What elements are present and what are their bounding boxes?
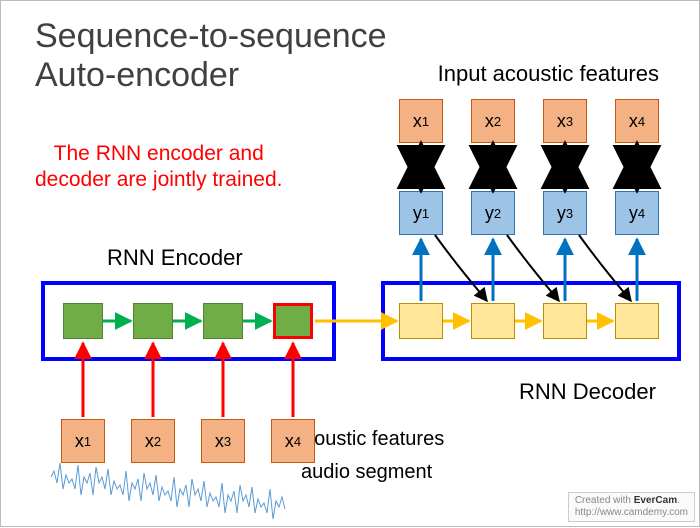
y-state-1: y1 (399, 191, 443, 235)
decoder-cell-1 (399, 303, 443, 339)
note-line-2: decoder are jointly trained. (35, 168, 282, 191)
y-state-4: y4 (615, 191, 659, 235)
encoder-cell-2 (133, 303, 173, 339)
training-note: The RNN encoder and decoder are jointly … (35, 141, 282, 194)
x-output-2: x2 (471, 99, 515, 143)
x-input-3: x3 (201, 419, 245, 463)
audio-segment-label: audio segment (301, 461, 432, 484)
title-line-2: Auto-encoder (35, 56, 239, 94)
decoder-cell-2 (471, 303, 515, 339)
encoder-cell-1 (63, 303, 103, 339)
x-input-1: x1 (61, 419, 105, 463)
x-input-4: x4 (271, 419, 315, 463)
input-features-label: Input acoustic features (438, 61, 659, 87)
acoustic-features-label: acoustic features (293, 428, 444, 451)
decoder-label: RNN Decoder (519, 379, 656, 405)
credit-box: Created with EverCam. http://www.camdemy… (568, 492, 695, 522)
page-title: Sequence-to-sequence Auto-encoder (35, 17, 387, 95)
note-line-1: The RNN encoder and (54, 142, 264, 165)
y-state-2: y2 (471, 191, 515, 235)
x-output-1: x1 (399, 99, 443, 143)
credit-line-1: Created with EverCam. (575, 495, 680, 506)
title-line-1: Sequence-to-sequence (35, 17, 387, 55)
y-state-3: y3 (543, 191, 587, 235)
x-output-3: x3 (543, 99, 587, 143)
encoder-label: RNN Encoder (107, 245, 243, 271)
encoder-cell-4-highlighted (273, 303, 313, 339)
decoder-cell-3 (543, 303, 587, 339)
credit-line-2: http://www.camdemy.com (575, 507, 688, 518)
x-output-4: x4 (615, 99, 659, 143)
decoder-cell-4 (615, 303, 659, 339)
x-input-2: x2 (131, 419, 175, 463)
encoder-cell-3 (203, 303, 243, 339)
